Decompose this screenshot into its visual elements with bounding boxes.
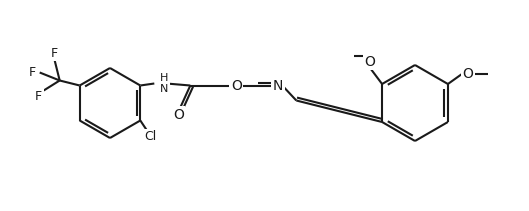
Text: O: O: [231, 78, 242, 92]
Text: F: F: [29, 66, 37, 79]
Text: Cl: Cl: [144, 130, 157, 143]
Text: H
N: H N: [160, 73, 169, 94]
Text: O: O: [462, 67, 473, 81]
Text: O: O: [173, 107, 184, 122]
Text: F: F: [51, 47, 58, 60]
Text: N: N: [273, 78, 284, 92]
Text: O: O: [364, 55, 376, 69]
Text: F: F: [35, 90, 42, 103]
